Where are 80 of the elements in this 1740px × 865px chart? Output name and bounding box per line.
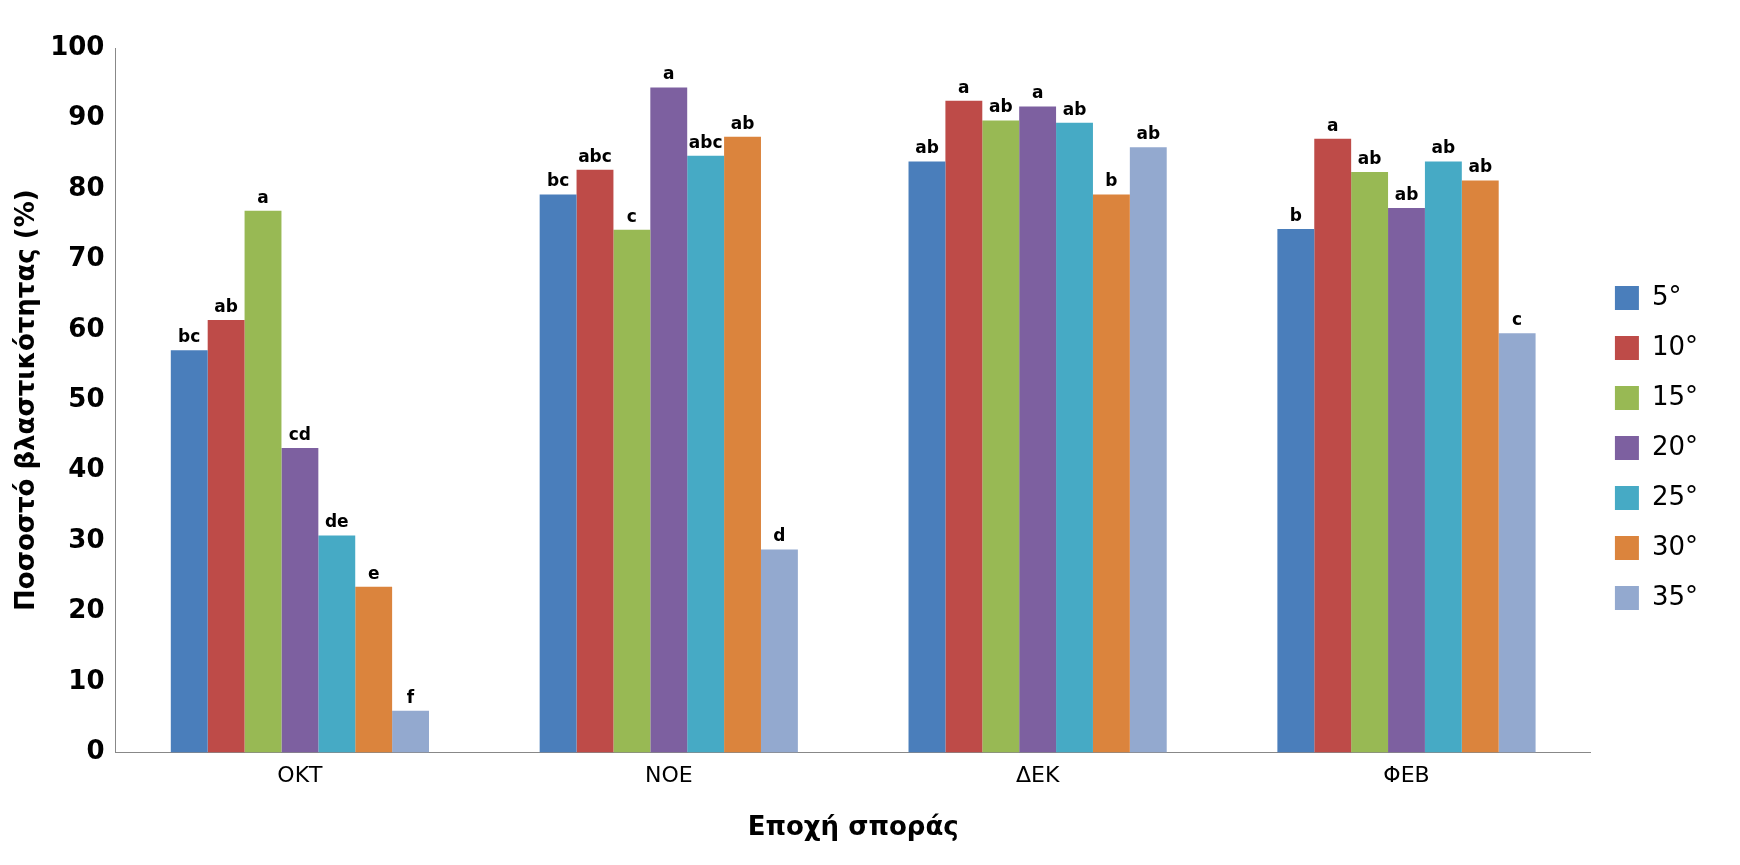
data-label: a	[958, 76, 970, 97]
data-label: c	[626, 205, 637, 226]
bar	[1277, 229, 1315, 753]
data-label: bc	[178, 326, 201, 347]
bar	[1056, 122, 1093, 753]
y-tick-label: 40	[68, 453, 105, 484]
data-label: ab	[214, 295, 238, 316]
data-label: ab	[730, 112, 755, 133]
bar	[945, 100, 983, 753]
bar	[355, 586, 393, 753]
bar	[724, 136, 761, 753]
data-label: ab	[1394, 183, 1419, 204]
legend-label: 35°	[1651, 580, 1699, 611]
y-tick-label: 10	[68, 664, 105, 695]
bar	[392, 710, 429, 753]
bar	[281, 448, 319, 753]
legend-label: 5°	[1651, 280, 1682, 311]
data-label: ab	[1062, 98, 1087, 119]
data-label: de	[324, 511, 349, 532]
data-label: a	[1326, 114, 1339, 135]
bar	[1351, 171, 1389, 753]
y-tick-label: 90	[68, 101, 105, 132]
y-tick-label: 30	[68, 523, 105, 554]
data-label: ab	[1136, 123, 1161, 144]
data-label: b	[1105, 170, 1118, 191]
bar	[576, 169, 614, 753]
data-label: a	[1031, 82, 1044, 103]
bar	[1129, 147, 1167, 753]
x-tick-label: ΦΕΒ	[1383, 762, 1430, 788]
y-axis-title: Ποσοστό βλαστικότητας (%)	[10, 189, 41, 611]
bar	[1424, 161, 1462, 753]
y-tick-label: 80	[68, 171, 105, 202]
bar	[650, 87, 688, 753]
data-label: a	[257, 186, 269, 207]
bar	[687, 155, 725, 753]
legend-label: 15°	[1651, 380, 1699, 411]
y-tick-label: 70	[68, 242, 105, 273]
data-label: ab	[1357, 147, 1382, 168]
bar	[318, 535, 356, 753]
bar	[760, 549, 798, 753]
x-tick-label: ΟΚΤ	[277, 762, 324, 788]
data-label: f	[406, 686, 415, 707]
x-tick-label: ΝΟΕ	[644, 762, 693, 788]
data-label: c	[1512, 309, 1523, 330]
bar	[908, 161, 946, 753]
data-label: abc	[578, 145, 612, 166]
legend-label: 25°	[1651, 480, 1699, 511]
x-axis-title: Εποχή σποράς	[747, 811, 959, 842]
bar	[613, 229, 651, 753]
x-tick-label: ΔΕΚ	[1015, 762, 1060, 788]
bar	[170, 350, 208, 753]
data-label: a	[663, 63, 675, 84]
data-label: d	[773, 525, 786, 546]
data-label: cd	[288, 424, 312, 445]
data-label: abc	[688, 131, 723, 152]
bar	[539, 194, 577, 753]
data-label: b	[1289, 204, 1302, 225]
bar	[1092, 194, 1130, 753]
legend-label: 10°	[1651, 330, 1699, 361]
bar	[1388, 207, 1425, 753]
y-tick-label: 20	[68, 594, 105, 625]
bar	[207, 319, 245, 753]
legend-label: 20°	[1651, 430, 1699, 461]
data-label: bc	[546, 170, 570, 191]
bar	[982, 120, 1020, 753]
y-tick-label: 100	[50, 30, 105, 61]
data-label: ab	[1431, 137, 1456, 158]
data-label: ab	[915, 137, 939, 158]
y-tick-label: 50	[68, 382, 105, 413]
y-tick-label: 0	[86, 735, 105, 766]
legend-label: 30°	[1651, 530, 1699, 561]
y-tick-label: 60	[68, 312, 105, 343]
bar	[1498, 333, 1536, 753]
data-label: ab	[1468, 156, 1493, 177]
data-label: e	[367, 562, 380, 583]
bar	[1019, 106, 1057, 753]
bar	[1461, 180, 1499, 753]
data-label: ab	[988, 96, 1013, 117]
bar	[1314, 138, 1352, 753]
bar	[244, 210, 282, 753]
